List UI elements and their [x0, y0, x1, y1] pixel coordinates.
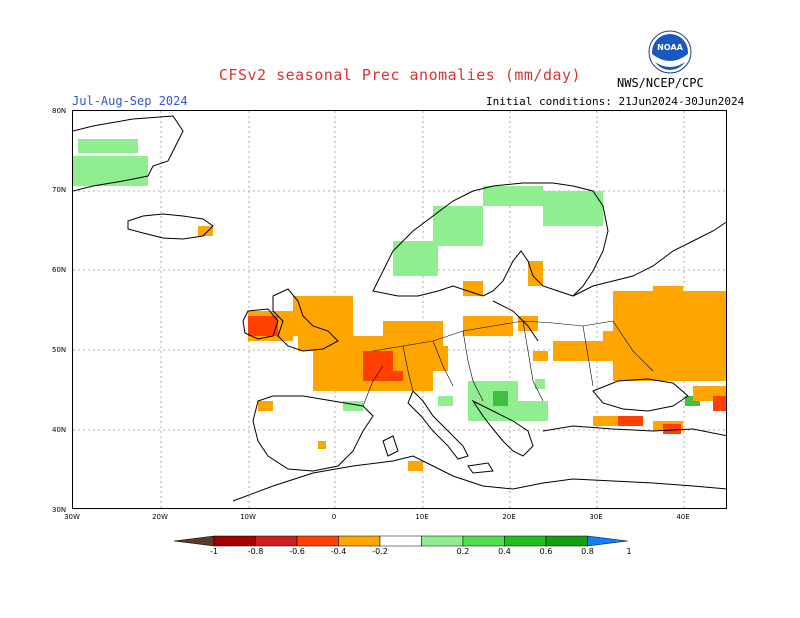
colorbar-label: -0.6: [289, 547, 305, 556]
lon-tick-20e: 20E: [502, 513, 516, 521]
lat-tick-50n: 50N: [52, 346, 67, 354]
colorbar-label: 0.4: [498, 547, 511, 556]
colorbar-segment-2: [255, 535, 298, 547]
wet2-anomaly-patches: [493, 391, 700, 406]
colorbar-segment-10: [587, 535, 628, 547]
colorbar-label: 1: [626, 547, 632, 556]
dry-anomaly-patches: [198, 226, 726, 471]
lon-tick-40e: 40E: [676, 513, 690, 521]
colorbar-label: -0.2: [372, 547, 388, 556]
lat-tick-80n: 80N: [52, 107, 67, 115]
colorbar-segment-0: [174, 535, 215, 547]
colorbar-label: 0.6: [539, 547, 553, 556]
colorbar-segment-1: [213, 535, 256, 547]
colorbar-label: -0.4: [330, 547, 347, 556]
lat-tick-30n: 30N: [52, 506, 67, 514]
colorbar-segment-9: [545, 535, 588, 547]
lon-tick-30e: 30E: [589, 513, 603, 521]
colorbar-segment-6: [421, 535, 464, 547]
season-label: Jul-Aug-Sep 2024: [72, 94, 188, 108]
noaa-logo-icon: NOAA: [648, 30, 692, 74]
map-canvas: [73, 111, 726, 508]
lat-tick-40n: 40N: [52, 426, 67, 434]
lon-tick-10w: 10W: [240, 513, 256, 521]
initial-conditions-label: Initial conditions: 21Jun2024-30Jun2024: [486, 95, 745, 108]
coastlines: [73, 115, 726, 502]
colorbar-label: 0.8: [581, 547, 594, 556]
colorbar-segment-3: [296, 535, 339, 547]
europe-map: [72, 110, 727, 509]
colorbar-segment-4: [338, 535, 381, 547]
colorbar-label: -0.8: [247, 547, 264, 556]
lat-tick-60n: 60N: [52, 266, 67, 274]
lon-tick-20w: 20W: [152, 513, 168, 521]
very-dry-anomaly-patches: [248, 316, 726, 434]
lat-tick-70n: 70N: [52, 186, 67, 194]
country-borders: [362, 320, 654, 407]
agency-label: NWS/NCEP/CPC: [617, 76, 704, 90]
colorbar-segment-5: [379, 535, 422, 547]
map-title: CFSv2 seasonal Prec anomalies (mm/day): [218, 66, 582, 84]
wet-anomaly-patches: [73, 139, 603, 421]
lon-tick-10e: 10E: [415, 513, 429, 521]
lon-tick-30w: 30W: [64, 513, 80, 521]
colorbar: [174, 535, 628, 547]
colorbar-segment-8: [504, 535, 547, 547]
logo-text: NOAA: [657, 43, 683, 52]
lon-tick-0: 0: [331, 513, 337, 521]
colorbar-segment-7: [462, 535, 505, 547]
colorbar-label: -1: [210, 547, 218, 556]
colorbar-label: 0.2: [456, 547, 470, 556]
